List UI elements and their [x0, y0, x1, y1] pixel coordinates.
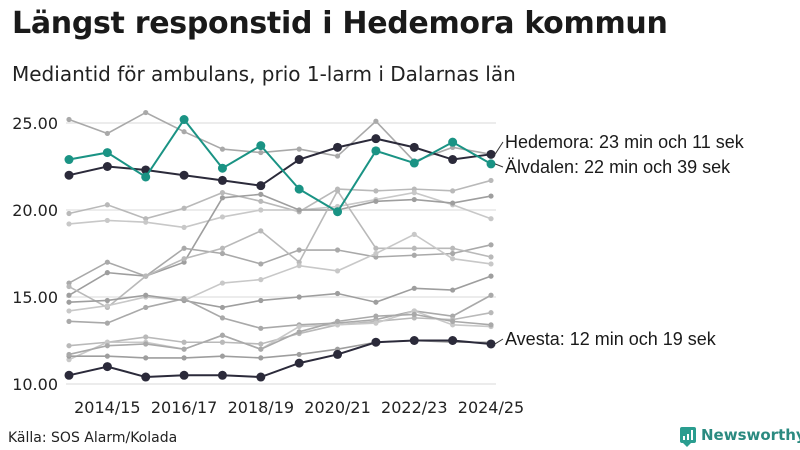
bar-chart-speech-bubble-icon [680, 427, 696, 447]
source-note: Källa: SOS Alarm/Kolada [8, 430, 178, 446]
logo-text: Newsworthy [701, 426, 800, 444]
chart-title: Längst responstid i Hedemora kommun [12, 6, 668, 41]
x-tick-label: 2014/15 [74, 398, 140, 417]
x-tick-label: 2022/23 [381, 398, 447, 417]
x-axis: 2014/15 2016/17 2018/19 2020/21 2022/23 2024/… [74, 398, 524, 417]
y-tick-label: 25.00 [12, 114, 58, 133]
series-background [66, 273, 494, 311]
x-tick-label: 2024/25 [458, 398, 524, 417]
series-annotations: Hedemora: 23 min och 11 sek Älvdalen: 22 … [494, 132, 745, 349]
chart-subtitle: Mediantid för ambulans, prio 1-larm i Da… [12, 62, 516, 86]
y-axis: 10.00 15.00 20.00 25.00 [12, 114, 58, 394]
newsworthy-logo: Newsworthy [680, 426, 800, 447]
annotation-hedemora: Hedemora: 23 min och 11 sek [505, 132, 745, 152]
y-tick-label: 20.00 [12, 201, 58, 220]
series-background [66, 188, 494, 311]
series-hedemora [64, 134, 496, 191]
x-tick-label: 2018/19 [228, 398, 294, 417]
series-background [66, 311, 494, 358]
series-background [66, 231, 494, 314]
series-avesta [64, 336, 496, 382]
series-background [66, 177, 494, 222]
y-tick-label: 10.00 [12, 375, 58, 394]
series-älvdalen [64, 115, 496, 217]
annotation-älvdalen: Älvdalen: 22 min och 39 sek [505, 157, 731, 177]
highlighted-series [64, 115, 496, 382]
y-tick-label: 15.00 [12, 288, 58, 307]
x-tick-label: 2016/17 [151, 398, 217, 417]
x-tick-label: 2020/21 [304, 398, 370, 417]
background-series [66, 109, 494, 363]
annotation-avesta: Avesta: 12 min och 19 sek [505, 329, 717, 349]
